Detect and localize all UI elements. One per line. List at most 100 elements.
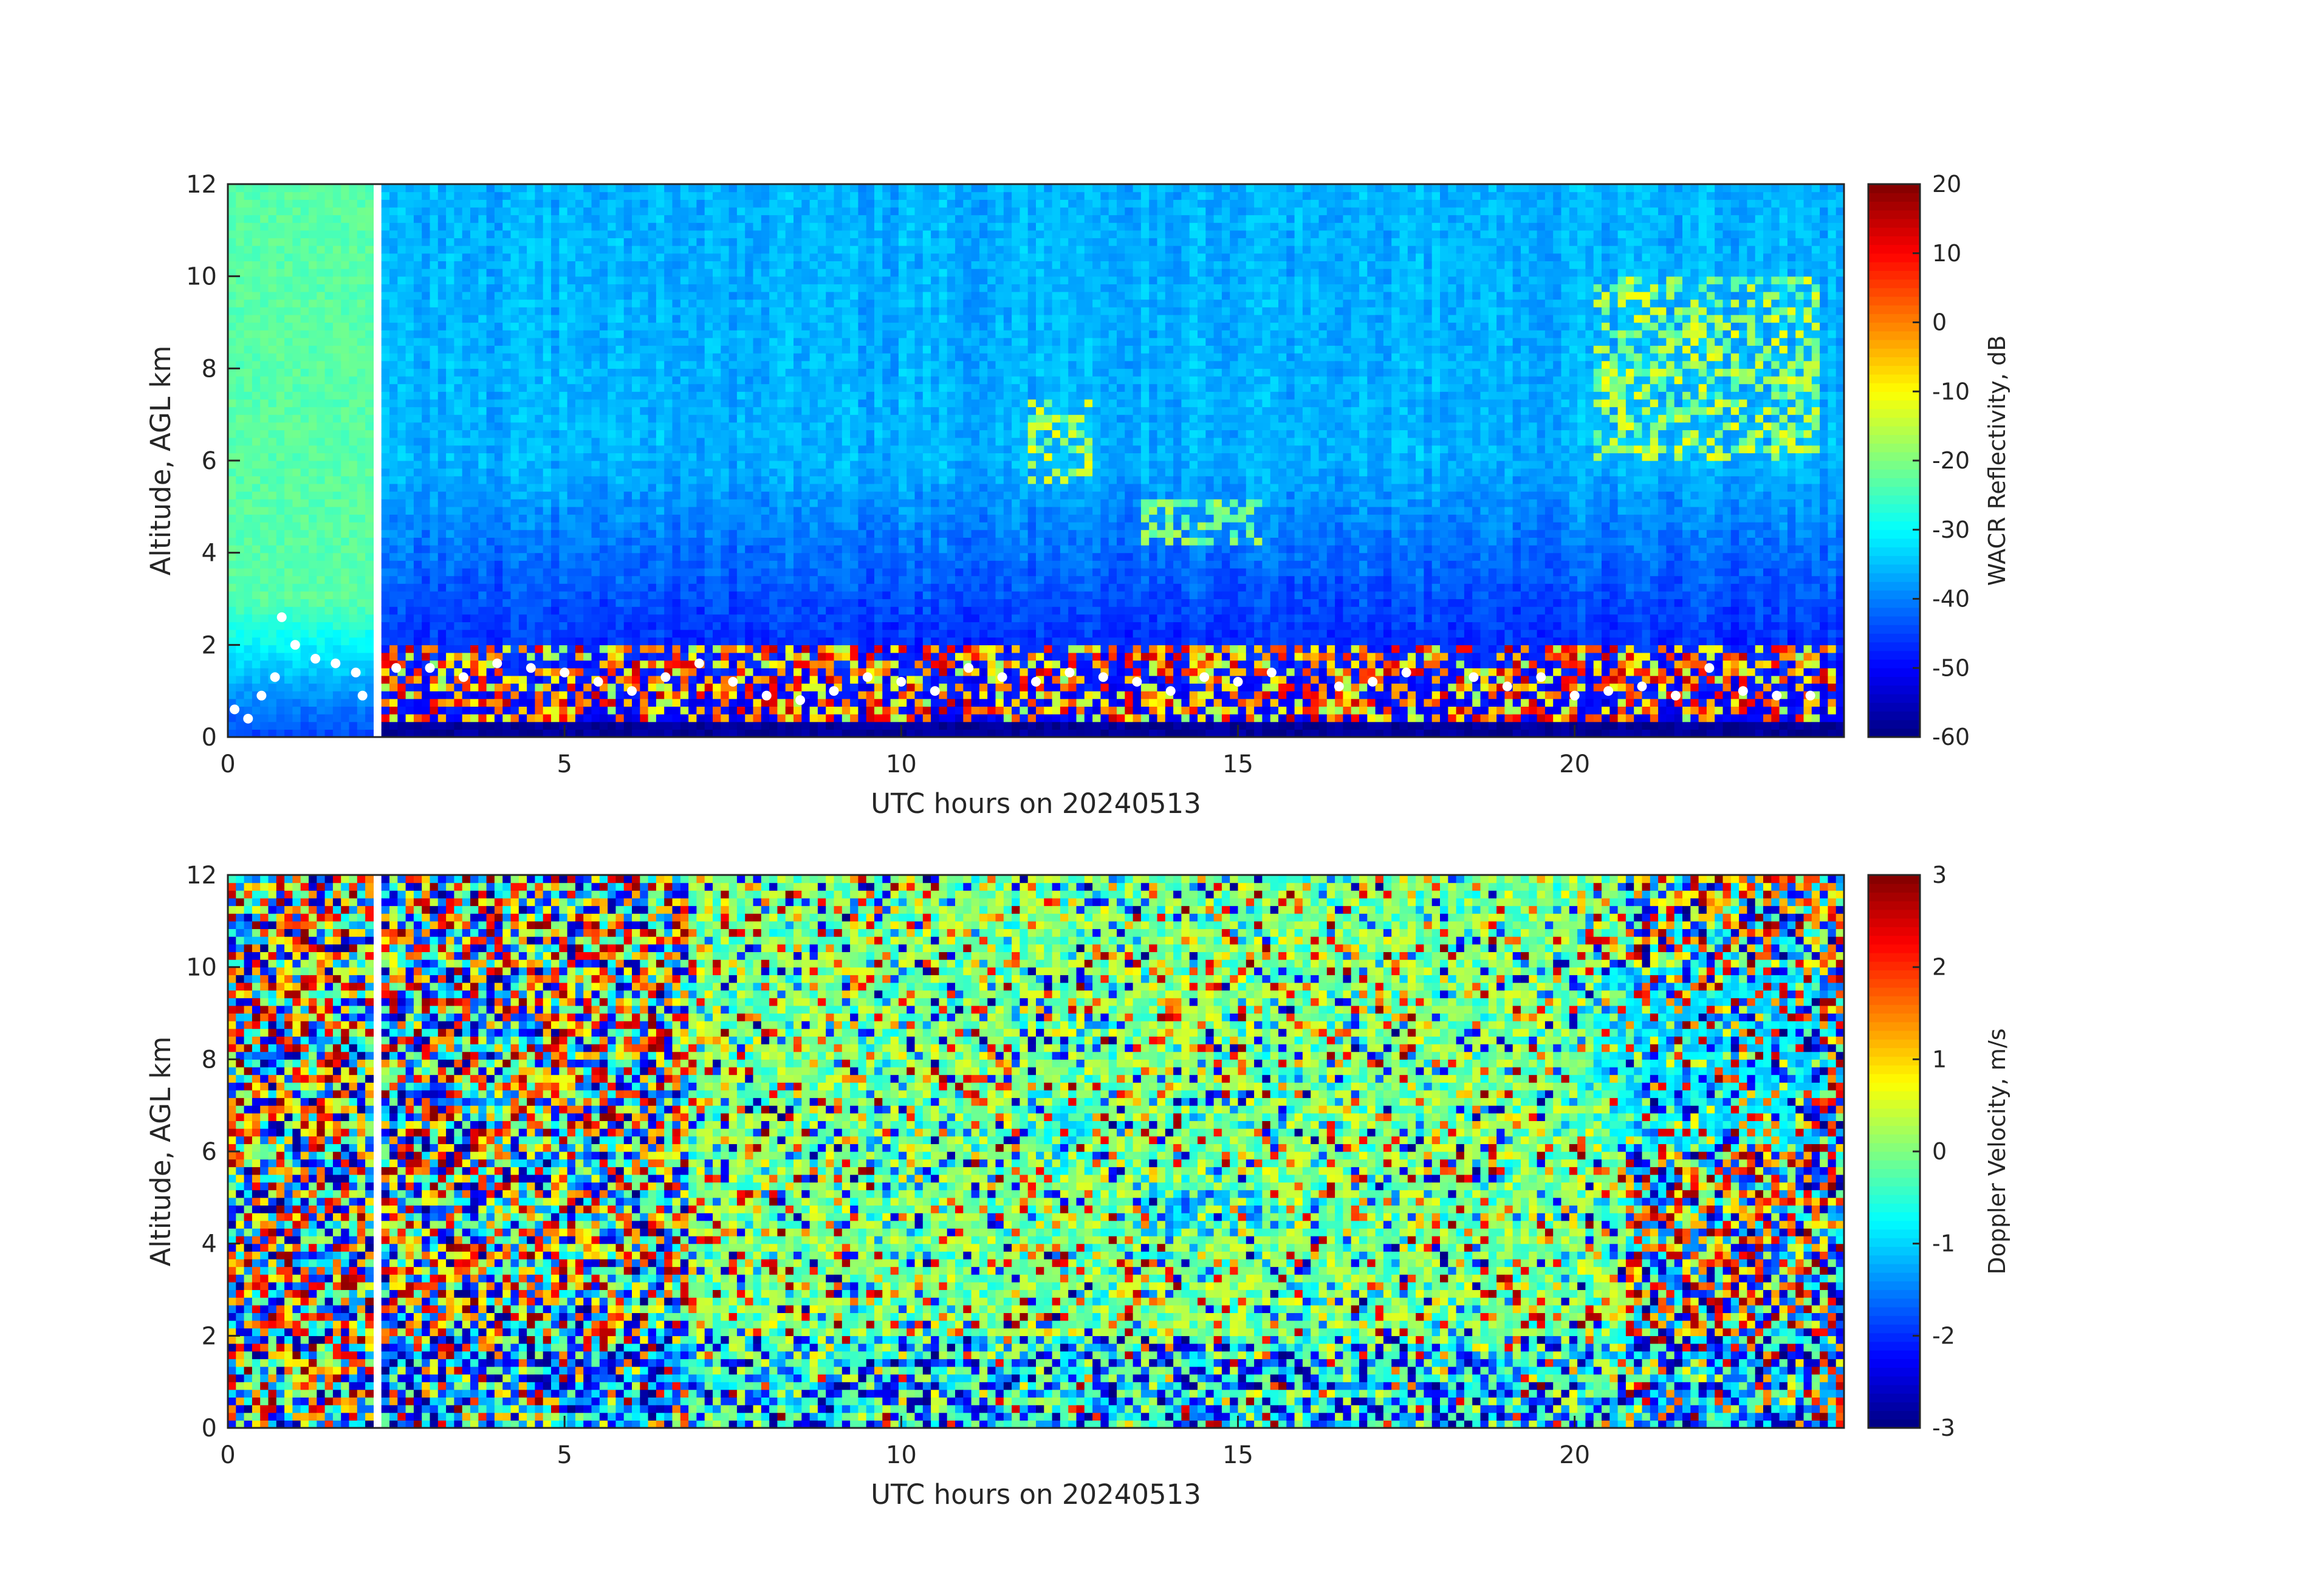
heatmap-cell bbox=[495, 307, 503, 315]
heatmap-cell bbox=[745, 238, 753, 245]
heatmap-cell bbox=[527, 384, 535, 392]
heatmap-cell bbox=[680, 407, 689, 415]
heatmap-cell bbox=[615, 706, 624, 714]
heatmap-cell bbox=[244, 537, 253, 545]
heatmap-cell bbox=[502, 514, 511, 522]
heatmap-cell bbox=[382, 238, 390, 245]
heatmap-cell bbox=[422, 338, 430, 346]
heatmap-cell bbox=[260, 461, 269, 468]
heatmap-cell bbox=[502, 629, 511, 637]
heatmap-cell bbox=[705, 199, 713, 207]
heatmap-cell bbox=[696, 629, 705, 637]
heatmap-cell bbox=[260, 315, 269, 323]
heatmap-cell bbox=[276, 184, 285, 192]
heatmap-cell bbox=[543, 714, 552, 722]
heatmap-cell bbox=[688, 215, 697, 223]
heatmap-cell bbox=[696, 222, 705, 230]
heatmap-cell bbox=[535, 622, 543, 629]
heatmap-cell bbox=[551, 323, 560, 331]
heatmap-cell bbox=[349, 568, 358, 576]
heatmap-cell bbox=[705, 353, 713, 361]
heatmap-cell bbox=[341, 445, 349, 453]
heatmap-cell bbox=[487, 684, 495, 691]
heatmap-cell bbox=[640, 253, 648, 261]
heatmap-cell bbox=[640, 437, 648, 445]
heatmap-cell bbox=[341, 292, 349, 300]
heatmap-cell bbox=[430, 376, 439, 384]
heatmap-cell bbox=[624, 653, 632, 660]
heatmap-cell bbox=[688, 323, 697, 331]
heatmap-cell bbox=[228, 437, 236, 445]
heatmap-cell bbox=[656, 269, 665, 276]
heatmap-cell bbox=[543, 207, 552, 215]
heatmap-cell bbox=[325, 199, 334, 207]
heatmap-cell bbox=[301, 660, 309, 668]
heatmap-cell bbox=[648, 353, 657, 361]
heatmap-cell bbox=[608, 307, 616, 315]
heatmap-cell bbox=[269, 622, 277, 629]
heatmap-cell bbox=[705, 230, 713, 238]
heatmap-cell bbox=[382, 691, 390, 699]
heatmap-cell bbox=[349, 184, 358, 192]
heatmap-cell bbox=[446, 653, 454, 660]
heatmap-cell bbox=[794, 560, 802, 568]
heatmap-cell bbox=[236, 384, 244, 392]
heatmap-cell bbox=[737, 553, 746, 561]
heatmap-cell bbox=[244, 284, 253, 292]
heatmap-cell bbox=[632, 676, 640, 684]
heatmap-cell bbox=[664, 684, 673, 691]
heatmap-cell bbox=[608, 699, 616, 707]
heatmap-cell bbox=[397, 437, 406, 445]
heatmap-cell bbox=[406, 307, 414, 315]
heatmap-cell bbox=[624, 530, 632, 538]
heatmap-cell bbox=[260, 222, 269, 230]
heatmap-cell bbox=[664, 207, 673, 215]
heatmap-cell bbox=[592, 660, 600, 668]
heatmap-cell bbox=[252, 384, 261, 392]
heatmap-cell bbox=[309, 691, 317, 699]
heatmap-cell bbox=[567, 323, 576, 331]
heatmap-cell bbox=[705, 606, 713, 614]
heatmap-cell bbox=[608, 614, 616, 622]
heatmap-cell bbox=[325, 629, 334, 637]
heatmap-cell bbox=[462, 530, 471, 538]
heatmap-cell bbox=[721, 330, 729, 338]
heatmap-cell bbox=[365, 461, 374, 468]
heatmap-cell bbox=[454, 184, 462, 192]
heatmap-cell bbox=[769, 453, 778, 461]
heatmap-cell bbox=[301, 430, 309, 437]
heatmap-cell bbox=[462, 699, 471, 707]
heatmap-cell bbox=[567, 445, 576, 453]
heatmap-cell bbox=[317, 407, 325, 415]
heatmap-cell bbox=[357, 230, 366, 238]
heatmap-cell bbox=[624, 576, 632, 584]
heatmap-cell bbox=[777, 537, 786, 545]
heatmap-cell bbox=[454, 261, 462, 269]
heatmap-cell bbox=[260, 706, 269, 714]
heatmap-cell bbox=[753, 722, 762, 730]
heatmap-cell bbox=[713, 307, 721, 315]
heatmap-cell bbox=[365, 230, 374, 238]
heatmap-cell bbox=[244, 361, 253, 369]
heatmap-cell bbox=[422, 576, 430, 584]
heatmap-cell bbox=[333, 476, 341, 484]
heatmap-cell bbox=[478, 522, 487, 530]
heatmap-cell bbox=[301, 653, 309, 660]
heatmap-cell bbox=[478, 376, 487, 384]
heatmap-cell bbox=[721, 368, 729, 376]
heatmap-cell bbox=[292, 545, 301, 553]
heatmap-cell bbox=[688, 599, 697, 607]
heatmap-cell bbox=[365, 307, 374, 315]
heatmap-cell bbox=[786, 614, 794, 622]
heatmap-cell bbox=[753, 199, 762, 207]
heatmap-cell bbox=[737, 468, 746, 476]
heatmap-cell bbox=[761, 391, 770, 399]
heatmap-cell bbox=[600, 238, 608, 245]
heatmap-cell bbox=[357, 560, 366, 568]
heatmap-cell bbox=[309, 215, 317, 223]
heatmap-cell bbox=[673, 622, 681, 629]
heatmap-cell bbox=[615, 530, 624, 538]
heatmap-cell bbox=[543, 422, 552, 430]
heatmap-cell bbox=[309, 684, 317, 691]
heatmap-cell bbox=[357, 245, 366, 253]
